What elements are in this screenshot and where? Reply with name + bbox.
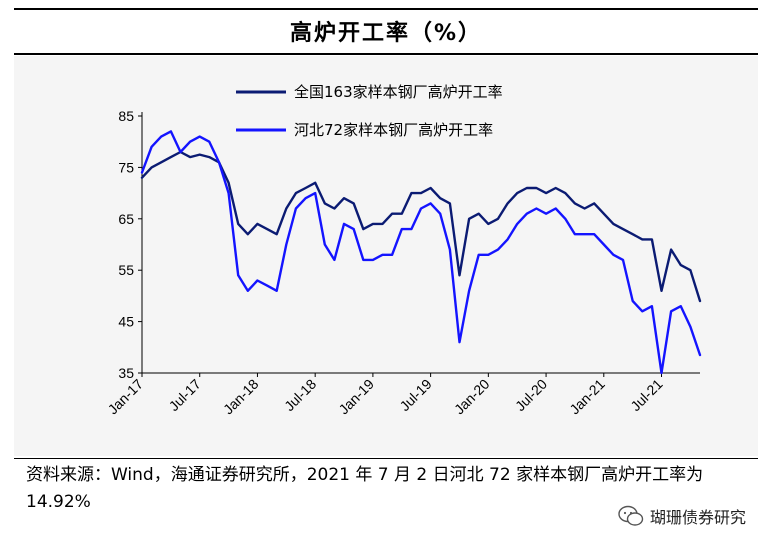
x-tick-label: Jan-21	[566, 376, 608, 418]
x-tick-label: Jul-18	[281, 376, 319, 414]
x-tick-label: Jul-21	[627, 376, 665, 414]
y-tick-label: 35	[118, 365, 134, 381]
series-line-national	[140, 150, 702, 303]
x-tick-label: Jul-20	[512, 376, 550, 414]
x-tick-label: Jan-17	[105, 376, 147, 418]
x-tick-label: Jan-19	[335, 376, 377, 418]
y-tick-label: 75	[118, 159, 134, 175]
watermark-text: 瑚珊债券研究	[649, 508, 746, 527]
chart-title-bar: 高炉开工率（%）	[14, 10, 758, 52]
x-tick-label: Jul-17	[166, 376, 204, 414]
bottom-rule	[14, 458, 758, 459]
chart-title: 高炉开工率（%）	[289, 21, 483, 46]
y-tick-label: 45	[118, 314, 134, 330]
top-rule	[14, 8, 758, 10]
y-tick-label: 85	[118, 108, 134, 124]
source-note: 资料来源：Wind，海通证券研究所，2021 年 7 月 2 日河北 72 家样…	[26, 465, 704, 512]
title-rule	[14, 53, 758, 55]
line-chart: 35 45 55 65 75 85 Jan-17 Jul-17 Jan-18 Jul-18 Jan-…	[105, 83, 702, 418]
x-tick-label: Jul-19	[396, 376, 434, 414]
x-tick-label: Jan-18	[220, 376, 262, 418]
chart-panel: 35 45 55 65 75 85 Jan-17 Jul-17 Jan-18 Jul-18 Jan-…	[14, 56, 758, 456]
wechat-icon	[618, 505, 644, 526]
y-tick-label: 65	[118, 211, 134, 227]
legend-label-hebei: 河北72家样本钢厂高炉开工率	[294, 121, 493, 139]
series-line-hebei	[140, 130, 702, 375]
y-tick-label: 55	[118, 262, 134, 278]
watermark: 瑚珊债券研究	[618, 504, 746, 528]
x-tick-label: Jan-20	[451, 376, 493, 418]
legend-label-national: 全国163家样本钢厂高炉开工率	[294, 83, 503, 101]
